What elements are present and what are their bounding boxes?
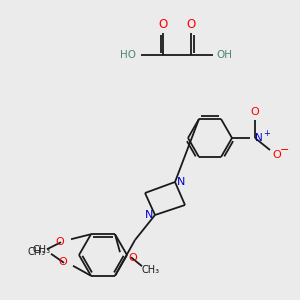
Text: O: O (128, 253, 137, 263)
Text: N: N (255, 133, 263, 143)
Text: CH₃: CH₃ (142, 265, 160, 275)
Text: N: N (145, 210, 153, 220)
Text: O: O (250, 107, 260, 117)
Text: O: O (158, 19, 168, 32)
Text: O: O (58, 257, 67, 267)
Text: OH: OH (216, 50, 232, 60)
Text: O: O (273, 150, 281, 160)
Text: HO: HO (120, 50, 136, 60)
Text: O: O (186, 19, 196, 32)
Text: CH₃: CH₃ (33, 245, 51, 255)
Text: +: + (263, 128, 270, 137)
Text: O: O (55, 237, 64, 247)
Text: CH₃: CH₃ (28, 247, 46, 257)
Text: N: N (177, 177, 185, 187)
Text: −: − (280, 145, 290, 155)
